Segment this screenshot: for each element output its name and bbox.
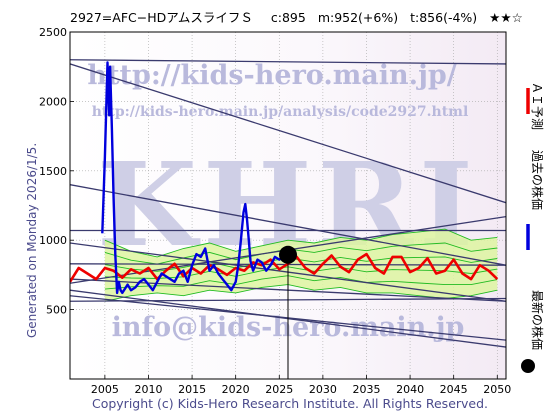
ai-forecast-line bbox=[70, 252, 499, 283]
trend-line bbox=[70, 63, 506, 204]
past-price-line bbox=[101, 61, 289, 295]
forecast-band-line bbox=[104, 275, 498, 290]
grid bbox=[70, 31, 506, 379]
target-price: t:856(-4%) bbox=[410, 10, 477, 25]
x-tick-label: 2005 bbox=[91, 383, 119, 396]
x-axis-ticks: 2005 2010 2015 2020 2025 2030 2035 2040 2045 2050 bbox=[91, 375, 511, 396]
y-axis-ticks: 500 1000 1500 2000 2500 bbox=[39, 26, 74, 317]
plot-frame bbox=[69, 31, 507, 380]
y-tick-label: 1500 bbox=[39, 165, 67, 178]
y-tick-label: 2000 bbox=[39, 95, 67, 108]
x-tick-label: 2035 bbox=[352, 383, 380, 396]
x-tick-label: 2050 bbox=[483, 383, 511, 396]
stock-name: 2927=AFC−HDアムスライフＳ bbox=[70, 10, 253, 25]
forecast-band-line bbox=[104, 256, 498, 272]
latest-price-marker bbox=[279, 245, 297, 264]
max-price: m:952(+6%) bbox=[318, 10, 398, 25]
forecast-band-line bbox=[104, 266, 498, 279]
x-tick-label: 2010 bbox=[134, 383, 162, 396]
watermark-url-analysis: http://kids-hero.main.jp/analysis/code29… bbox=[92, 104, 469, 120]
y-tick-label: 2500 bbox=[39, 26, 67, 39]
x-tick-label: 2045 bbox=[440, 383, 468, 396]
forecast-band-area bbox=[104, 229, 498, 302]
trend-line bbox=[70, 59, 506, 65]
legend-ai-label: ＡＩ予測 bbox=[530, 82, 544, 130]
legend: ＡＩ予測 過去の株価 最新の株価 bbox=[521, 82, 545, 373]
current-price: c:895 bbox=[271, 10, 306, 25]
legend-past-label: 過去の株価 bbox=[530, 150, 545, 210]
x-tick-label: 2040 bbox=[396, 383, 424, 396]
copyright-footer: Copyright (c) Kids-Hero Research Institu… bbox=[92, 396, 488, 411]
trend-line bbox=[70, 184, 506, 266]
x-tick-label: 2015 bbox=[178, 383, 206, 396]
watermark-url-top: http://kids-hero.main.jp/ bbox=[87, 60, 456, 91]
legend-latest-label: 最新の株価 bbox=[530, 290, 545, 350]
x-tick-label: 2025 bbox=[265, 383, 293, 396]
rating-stars: ★★☆ bbox=[489, 10, 523, 25]
forecast-band-line bbox=[104, 242, 498, 265]
past-price-series bbox=[101, 61, 289, 295]
legend-latest-swatch bbox=[521, 359, 535, 373]
ai-forecast-series bbox=[70, 252, 499, 283]
y-tick-label: 1000 bbox=[39, 234, 67, 247]
x-tick-label: 2020 bbox=[222, 383, 250, 396]
x-tick-label: 2030 bbox=[309, 383, 337, 396]
y-tick-label: 500 bbox=[46, 304, 67, 317]
latest-price-marker-group bbox=[279, 245, 297, 379]
generated-date-label: Generated on Monday 2026/1/5. bbox=[25, 143, 39, 338]
chart-title: 2927=AFC−HDアムスライフＳ c:895 m:952(+6%) t:85… bbox=[70, 10, 523, 25]
